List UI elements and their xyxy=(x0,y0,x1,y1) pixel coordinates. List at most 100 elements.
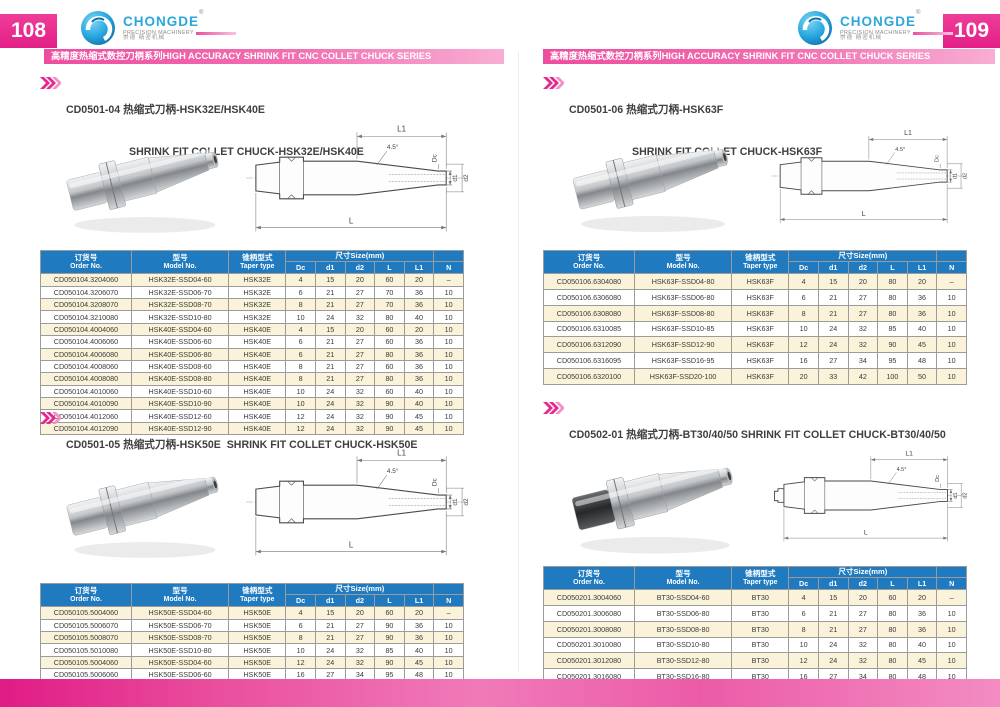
table-cell: 36 xyxy=(906,289,938,306)
table-cell: CD050106.6308080 xyxy=(543,304,635,322)
table-cell: 32 xyxy=(847,652,879,670)
table-cell: CD050201.3004060 xyxy=(543,589,635,607)
section-title-cd0501-05: CD0501-05 热缩式刀柄-HSK50E SHRINK FIT COLLET… xyxy=(40,411,417,481)
table-cell: CD050104.4004060 xyxy=(40,322,132,337)
table-row: CD050105.5006070 HSK50E-SSD06-70 HSK50E 6 21… xyxy=(40,618,464,633)
chevrons-icon xyxy=(543,402,564,414)
table-row: CD050104.4008080 HSK40E-SSD08-80 HSK40E 8 21… xyxy=(40,372,464,386)
size-column-header: d2 xyxy=(344,594,376,608)
column-header: 锥柄型式 Taper type xyxy=(731,249,790,275)
table-cell: 95 xyxy=(877,352,908,369)
n-header-spacer xyxy=(936,565,967,579)
page-gutter-divider xyxy=(518,52,519,672)
series-banner-left: 高精度热缩式数控刀柄系列HIGH ACCURACY SHRINK FIT CNC… xyxy=(44,49,504,64)
table-cell: 36 xyxy=(403,359,435,374)
table-cell: 10 xyxy=(285,643,316,657)
table-cell: HSK40E xyxy=(228,372,287,386)
table-cell: 24 xyxy=(817,636,849,654)
table-cell: CD050104.4008060 xyxy=(40,359,132,374)
section-title-line1: CD0501-05 热缩式刀柄-HSK50E SHRINK FIT COLLET… xyxy=(66,438,418,451)
table-cell: 4 xyxy=(788,589,819,607)
table-cell: 90 xyxy=(374,396,405,411)
table-cell: HSK63F-SSD20-100 xyxy=(633,367,733,385)
table-row: CD050104.4012090 HSK40E-SSD12-90 HSK40E 12 2… xyxy=(40,421,464,436)
table-cell: 36 xyxy=(403,335,435,349)
table-cell: 10 xyxy=(433,372,464,386)
n-header-spacer xyxy=(433,582,464,596)
table-cell: 90 xyxy=(374,630,405,645)
table-cell: HSK32E xyxy=(228,273,287,287)
size-group-header: 尺寸Size(mm) xyxy=(788,565,938,579)
table-cell: 24 xyxy=(817,652,849,670)
size-column-header: N xyxy=(936,261,967,275)
table-cell: 15 xyxy=(817,273,849,291)
table-row: CD050201.3012080 BT30-SSD12-80 BT30 12 24 32 8… xyxy=(543,652,967,670)
table-row: CD050106.6310085 HSK63F-SSD10-85 HSK63F 10 2… xyxy=(543,320,967,338)
svg-text:4.5°: 4.5° xyxy=(387,143,399,151)
table-cell: 10 xyxy=(936,352,967,369)
table-cell: CD050104.3210080 xyxy=(40,310,132,324)
table-cell: 8 xyxy=(788,304,819,322)
table-cell: 80 xyxy=(877,620,908,638)
size-column-header: d2 xyxy=(344,261,376,275)
table-cell: 60 xyxy=(374,384,405,399)
table-cell: 32 xyxy=(847,336,879,354)
section-title-line2: SHRINK FIT COLLET CHUCK-HSK32E/HSK40E xyxy=(129,145,364,158)
table-cell: 10 xyxy=(936,652,967,670)
svg-text:4.5°: 4.5° xyxy=(897,467,907,473)
table-row: CD050105.5004060 HSK50E-SSD04-60 HSK50E 12 2… xyxy=(40,655,464,670)
chevrons-icon xyxy=(40,77,61,89)
table-cell: 20 xyxy=(906,589,938,607)
table-cell: 12 xyxy=(788,652,819,670)
brand-subtitle: PRECISION MACHINERY xyxy=(123,29,195,36)
table-cell: 27 xyxy=(847,304,879,322)
table-cell: 21 xyxy=(817,304,849,322)
table-cell: 10 xyxy=(433,630,464,645)
table-row: CD050104.3208070 HSK32E-SSD08-70 HSK32E 8 21… xyxy=(40,297,464,312)
table-cell: HSK63F-SSD16-95 xyxy=(633,352,733,369)
table-cell: BT30-SSD06-80 xyxy=(633,605,733,622)
table-cell: 21 xyxy=(314,285,346,300)
table-cell: 6 xyxy=(788,289,819,306)
table-cell: CD050104.3206070 xyxy=(40,285,132,300)
size-column-header: N xyxy=(433,261,464,275)
size-column-header: Dc xyxy=(285,594,316,608)
table-cell: HSK63F xyxy=(731,304,790,322)
registered-mark: ® xyxy=(199,9,204,16)
table-cell: HSK40E-SSD08-60 xyxy=(130,359,230,374)
table-cell: 4 xyxy=(788,273,819,291)
table-cell: HSK50E xyxy=(228,643,287,657)
chevrons-icon xyxy=(40,412,61,424)
table-cell: 6 xyxy=(788,605,819,622)
table-cell: 90 xyxy=(374,655,405,670)
table-cell: 45 xyxy=(906,336,938,354)
brand-globe-icon xyxy=(81,11,115,45)
table-cell: – xyxy=(936,589,967,607)
table-row: CD050104.4006080 HSK40E-SSD06-80 HSK40E 6 21… xyxy=(40,347,464,361)
table-cell: HSK40E-SSD04-60 xyxy=(130,322,230,337)
size-group-header: 尺寸Size(mm) xyxy=(285,249,435,263)
size-column-header: Dc xyxy=(788,577,819,591)
svg-text:d2: d2 xyxy=(463,174,470,182)
size-column-header: Dc xyxy=(788,261,819,275)
table-cell: HSK63F-SSD06-80 xyxy=(633,289,733,306)
table-cell: HSK50E-SSD08-70 xyxy=(130,630,230,645)
table-cell: CD050201.3012080 xyxy=(543,652,635,670)
table-cell: 10 xyxy=(285,310,316,324)
column-header: 型号 Model No. xyxy=(130,582,230,608)
table-cell: 21 xyxy=(314,372,346,386)
table-cell: 6 xyxy=(285,347,316,361)
table-cell: 4 xyxy=(285,322,316,337)
table-cell: 15 xyxy=(817,589,849,607)
product-photo-hsk50e xyxy=(66,474,219,558)
table-row: CD050201.3004060 BT30-SSD04-60 BT30 4 15 20 60… xyxy=(543,589,967,607)
table-cell: HSK63F xyxy=(731,352,790,369)
table-cell: 60 xyxy=(374,606,405,620)
svg-text:L: L xyxy=(349,217,354,226)
table-cell: BT30 xyxy=(731,652,790,670)
table-row: CD050104.3210080 HSK32E-SSD10-80 HSK32E 10 2… xyxy=(40,310,464,324)
chevrons-icon xyxy=(543,77,564,89)
table-cell: 10 xyxy=(433,322,464,337)
column-header: 型号 Model No. xyxy=(633,249,733,275)
column-header: 锥柄型式 Taper type xyxy=(228,582,287,608)
